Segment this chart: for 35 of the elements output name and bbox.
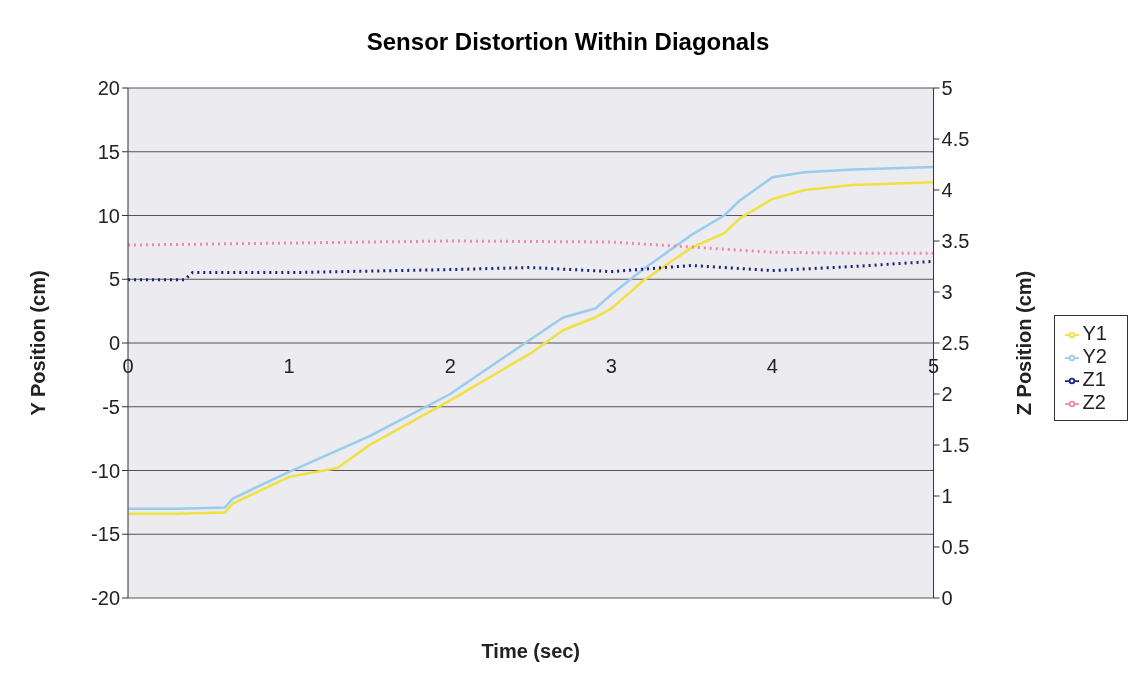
y-tick-label: 5 xyxy=(108,268,120,291)
y-tick-label: 10 xyxy=(97,204,120,227)
legend-label: Y1 xyxy=(1082,322,1107,344)
y2-tick-label: 5 xyxy=(941,77,953,100)
y-tick-label: 15 xyxy=(97,140,120,163)
y2-tick-label: 0 xyxy=(941,587,953,610)
y2-tick-label: 3.5 xyxy=(941,230,970,253)
x-axis-title: Time (sec) xyxy=(481,640,581,662)
x-tick-label: 3 xyxy=(605,355,617,377)
legend-label: Z2 xyxy=(1082,391,1106,413)
y2-tick-label: 4 xyxy=(941,179,953,202)
y2-tick-label: 2.5 xyxy=(941,332,970,355)
y-axis-title: Y Position (cm) xyxy=(27,270,50,416)
x-tick-label: 0 xyxy=(122,355,134,377)
y-tick-label: -5 xyxy=(102,395,120,418)
x-tick-label: 1 xyxy=(283,355,295,377)
y-tick-label: 0 xyxy=(108,332,120,355)
y-tick-label: -15 xyxy=(91,523,120,546)
y-tick-label: -10 xyxy=(91,459,120,482)
x-tick-label: 2 xyxy=(444,355,456,377)
y-tick-label: 20 xyxy=(97,77,120,100)
y2-axis-title: Z Position (cm) xyxy=(1012,270,1035,416)
legend-label: Z1 xyxy=(1082,368,1106,390)
y2-tick-label: 1 xyxy=(941,485,953,508)
y2-tick-label: 4.5 xyxy=(941,128,970,151)
legend-label: Y2 xyxy=(1082,345,1107,367)
y-tick-label: -20 xyxy=(91,587,120,610)
y2-tick-label: 1.5 xyxy=(941,434,970,457)
line-series xyxy=(128,259,934,282)
y2-tick-label: 0.5 xyxy=(941,536,970,559)
y2-tick-label: 3 xyxy=(941,281,953,304)
line-series xyxy=(128,239,934,255)
chart-title: Sensor Distortion Within Diagonals xyxy=(365,27,771,57)
x-tick-label: 4 xyxy=(766,355,778,377)
y2-tick-label: 2 xyxy=(941,383,953,406)
